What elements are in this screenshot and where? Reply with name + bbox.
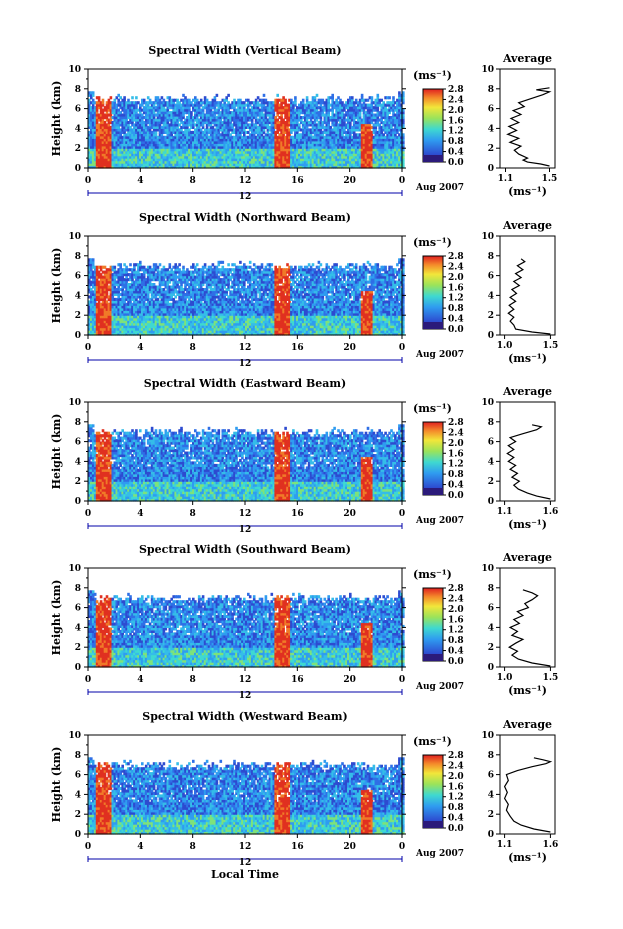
heatmap-cell bbox=[302, 99, 305, 102]
y-tick-label: 2 bbox=[75, 144, 81, 154]
heatmap-cell bbox=[316, 94, 319, 97]
panel-0: Spectral Width (Vertical Beam) 0 2 4 6 8 10 0 4 8… bbox=[50, 44, 557, 202]
heatmap-cell bbox=[92, 258, 95, 261]
average-x-tick-label: 1.5 bbox=[542, 174, 558, 184]
panel-title: Spectral Width (Northward Beam) bbox=[139, 211, 351, 224]
heatmap-cell bbox=[123, 96, 126, 99]
average-y-tick-label: 2 bbox=[488, 144, 494, 154]
heatmap-cell bbox=[216, 94, 219, 97]
heatmap-cell bbox=[294, 96, 297, 99]
panel-1: Spectral Width (Northward Beam)02468100 4… bbox=[50, 211, 558, 369]
heatmap-cell bbox=[263, 94, 266, 97]
heatmap-cell bbox=[119, 263, 122, 266]
colorbar-base bbox=[423, 155, 443, 162]
heatmap-cell bbox=[110, 96, 113, 99]
heatmap-cell bbox=[102, 99, 105, 102]
average-y-tick-label: 10 bbox=[481, 65, 494, 75]
average-title: Average bbox=[502, 52, 552, 65]
heatmap-cell bbox=[129, 263, 132, 266]
heatmap-cells bbox=[88, 91, 405, 168]
heatmap-cell bbox=[227, 94, 230, 97]
heatmap-cell bbox=[351, 96, 354, 99]
heatmap-cell bbox=[377, 94, 380, 97]
y-tick-label: 0 bbox=[75, 164, 81, 174]
y-tick-label: 8 bbox=[75, 85, 81, 95]
colorbar-tick-label: 2.4 bbox=[448, 95, 464, 105]
x-tick-label: 20 bbox=[343, 176, 356, 186]
heatmap-cell bbox=[361, 94, 364, 97]
average-profile-line bbox=[508, 88, 550, 166]
y-axis-label: Height (km) bbox=[50, 81, 63, 157]
x-tick-label: 0 bbox=[85, 176, 91, 186]
heatmap-cell bbox=[131, 96, 134, 99]
colorbar-tick-label: 1.6 bbox=[448, 116, 464, 126]
colorbar-tick-label: 0.0 bbox=[448, 158, 464, 168]
y-tick-label: 10 bbox=[68, 65, 81, 75]
heatmap-cell bbox=[306, 96, 309, 99]
average-y-tick-label: 6 bbox=[488, 105, 494, 115]
heatmap-cell bbox=[92, 91, 95, 94]
average-y-tick-label: 0 bbox=[488, 164, 494, 174]
x-tick-label: 4 bbox=[137, 176, 143, 186]
colorbar-tick-label: 0.8 bbox=[448, 137, 464, 147]
heatmap-cell bbox=[371, 96, 374, 99]
colorbar-tick-label: 0.4 bbox=[448, 148, 464, 158]
heatmap-cell bbox=[392, 96, 395, 99]
heatmap-cell bbox=[331, 94, 334, 97]
average-frame bbox=[500, 69, 555, 168]
y-tick-label: 6 bbox=[75, 105, 81, 115]
colorbar-unit-label: (ms⁻¹) bbox=[413, 69, 452, 82]
heatmap-cell bbox=[98, 96, 101, 99]
heatmap-cell bbox=[114, 266, 117, 269]
x-tick-label: 16 bbox=[291, 176, 304, 186]
x-tick-label: 8 bbox=[190, 176, 196, 186]
panel-title: Spectral Width (Vertical Beam) bbox=[148, 44, 341, 57]
heatmap-cell bbox=[135, 96, 138, 99]
x-tick-label: 0 bbox=[399, 176, 405, 186]
average-y-tick-label: 4 bbox=[488, 124, 494, 134]
date-month-label: Aug 2007 bbox=[415, 183, 464, 193]
date-day-label: 12 bbox=[239, 192, 252, 202]
heatmap-cell bbox=[388, 96, 391, 99]
heatmap-cell bbox=[276, 94, 279, 97]
colorbar-tick-label: 2.0 bbox=[448, 106, 464, 116]
x-tick-label: 12 bbox=[239, 176, 252, 186]
heatmap-cells bbox=[88, 258, 405, 335]
colorbar-tick-label: 1.2 bbox=[448, 127, 464, 137]
average-x-tick-label: 1.1 bbox=[498, 174, 514, 184]
y-tick-label: 4 bbox=[75, 124, 81, 134]
average-y-tick-label: 8 bbox=[488, 85, 494, 95]
heatmap-cell bbox=[284, 99, 287, 102]
average-x-label: (ms⁻¹) bbox=[508, 185, 547, 198]
colorbar-tick-label: 2.8 bbox=[448, 85, 464, 95]
colorbar bbox=[423, 89, 443, 162]
